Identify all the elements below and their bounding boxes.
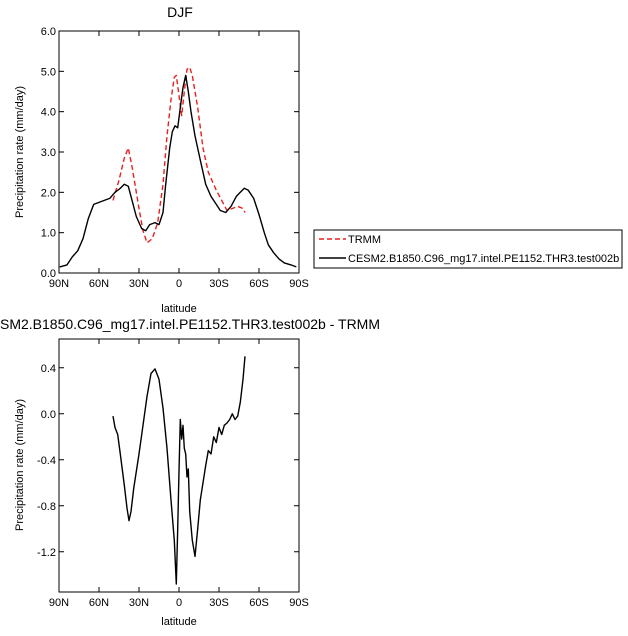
x-tick-label: 90N [49, 597, 69, 609]
legend-label-cesm2: CESM2.B1850.C96_mg17.intel.PE1152.THR3.t… [348, 253, 619, 265]
x-tick-label: 90S [289, 278, 309, 290]
x-tick-label: 60N [89, 597, 109, 609]
chart-title: DJF [167, 4, 193, 20]
legend-label-trmm: TRMM [348, 234, 381, 246]
y-axis-label: Precipitation rate (mm/day) [14, 399, 26, 531]
x-axis-label: latitude [161, 303, 196, 315]
y-tick-label: -0.8 [37, 501, 56, 513]
legend-box [313, 229, 623, 269]
x-tick-label: 60S [249, 597, 269, 609]
y-tick-label: 2.0 [41, 187, 56, 199]
legend: TRMM CESM2.B1850.C96_mg17.intel.PE1152.T… [313, 229, 623, 269]
x-tick-label: 30S [209, 597, 229, 609]
y-tick-label: 1.0 [41, 228, 56, 240]
x-axis-label: latitude [161, 616, 196, 628]
x-tick-label: 90S [289, 597, 309, 609]
x-tick-label: 0 [176, 278, 182, 290]
precip-chart-djf: DJF 90N 60N 30N 0 30S 60S 90S 0.0 1.0 2.0 3.0 4.0 5.… [14, 4, 309, 315]
x-tick-label: 90N [49, 278, 69, 290]
x-tick-label: 0 [176, 597, 182, 609]
chart-title: SM2.B1850.C96_mg17.intel.PE1152.THR3.tes… [0, 316, 380, 332]
plot-frame [58, 30, 300, 274]
x-tick-label: 60N [89, 278, 109, 290]
y-tick-label: 6.0 [41, 26, 56, 38]
y-tick-label: 0.0 [41, 268, 56, 280]
trmm-series-line [112, 66, 246, 244]
y-tick-label: 3.0 [41, 147, 56, 159]
y-tick-label: 4.0 [41, 107, 56, 119]
cesm2-series-line [59, 74, 297, 268]
precip-diff-chart: SM2.B1850.C96_mg17.intel.PE1152.THR3.tes… [0, 316, 380, 628]
y-axis-label: Precipitation rate (mm/day) [14, 86, 26, 218]
y-tick-label: -1.2 [37, 547, 56, 559]
x-tick-label: 30S [209, 278, 229, 290]
y-tick-label: 0.4 [41, 363, 56, 375]
x-tick-label: 60S [249, 278, 269, 290]
y-tick-label: -0.4 [37, 455, 56, 467]
y-tick-label: 0.0 [41, 409, 56, 421]
x-tick-label: 30N [129, 597, 149, 609]
y-tick-label: 5.0 [41, 66, 56, 78]
x-tick-label: 30N [129, 278, 149, 290]
plot-area: 90N 60N 30N 0 30S 60S 90S 0.0 1.0 2.0 3.0 4.0 5.0 6.0 [41, 26, 309, 290]
difference-series-line [112, 356, 246, 585]
plot-area: 90N 60N 30N 0 30S 60S 90S 0.4 0.0 -0.4 -0.8 -1.2 [37, 338, 309, 609]
